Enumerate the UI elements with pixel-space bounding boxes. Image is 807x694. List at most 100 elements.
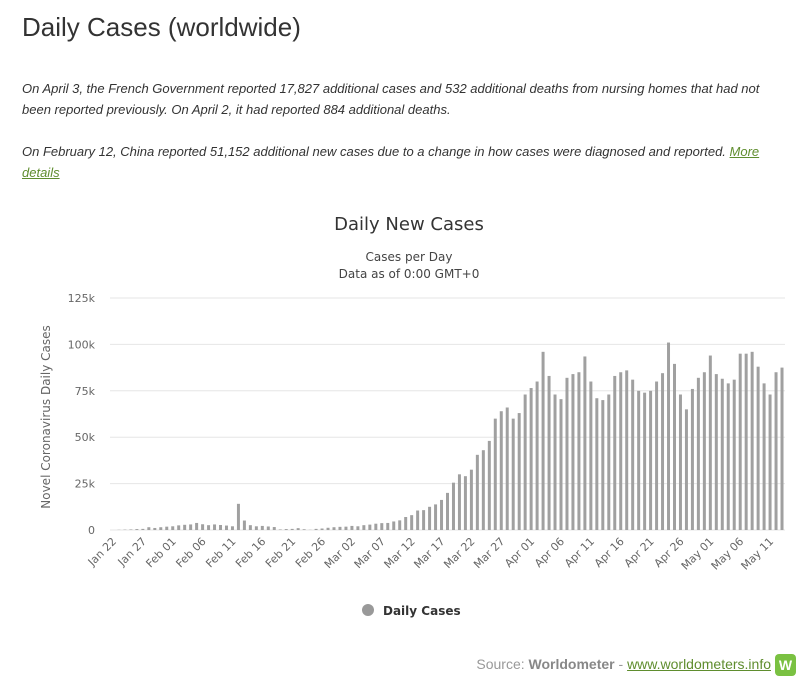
bar[interactable] (529, 388, 533, 530)
bar[interactable] (254, 526, 258, 530)
bar[interactable] (320, 528, 324, 530)
bar[interactable] (195, 522, 199, 530)
bar[interactable] (583, 356, 587, 530)
bar[interactable] (147, 527, 151, 530)
bar[interactable] (332, 527, 336, 530)
bar[interactable] (720, 378, 724, 530)
bar[interactable] (505, 407, 509, 531)
bar[interactable] (756, 366, 760, 530)
bar[interactable] (744, 353, 748, 530)
bar[interactable] (702, 372, 706, 530)
bar[interactable] (129, 529, 133, 530)
bar[interactable] (374, 523, 378, 530)
bar[interactable] (159, 527, 163, 530)
bar[interactable] (242, 520, 246, 530)
bar[interactable] (284, 529, 288, 530)
bar[interactable] (601, 400, 605, 530)
bar[interactable] (434, 504, 438, 530)
bar[interactable] (368, 524, 372, 530)
bar[interactable] (248, 525, 252, 530)
bar[interactable] (762, 383, 766, 530)
bar[interactable] (410, 515, 414, 530)
legend[interactable]: Daily Cases (362, 604, 461, 618)
bar[interactable] (326, 527, 330, 530)
bar[interactable] (266, 526, 270, 530)
bar[interactable] (684, 409, 688, 530)
bar[interactable] (726, 383, 730, 530)
bar[interactable] (356, 526, 360, 530)
bar[interactable] (619, 372, 623, 530)
bar[interactable] (487, 440, 491, 530)
bar[interactable] (732, 379, 736, 530)
bar[interactable] (207, 525, 211, 530)
bar[interactable] (177, 525, 181, 530)
bar[interactable] (296, 528, 300, 530)
more-details-link[interactable]: More details (22, 144, 760, 180)
bar[interactable] (595, 398, 599, 530)
bar[interactable] (362, 525, 366, 530)
bar[interactable] (517, 413, 521, 530)
worldometer-logo[interactable]: W (775, 654, 796, 676)
bar[interactable] (541, 351, 545, 530)
bar[interactable] (171, 526, 175, 530)
bar[interactable] (392, 521, 396, 530)
bar[interactable] (780, 367, 784, 530)
bar[interactable] (637, 390, 641, 530)
bar[interactable] (607, 394, 611, 530)
bar[interactable] (398, 520, 402, 530)
source-link[interactable]: www.worldometers.info (627, 656, 771, 672)
bar[interactable] (463, 476, 467, 530)
bar[interactable] (589, 381, 593, 530)
bar[interactable] (661, 373, 665, 530)
bar[interactable] (290, 528, 294, 530)
bar[interactable] (165, 526, 169, 530)
bar[interactable] (714, 374, 718, 530)
bar[interactable] (523, 394, 527, 530)
bar[interactable] (457, 474, 461, 530)
bar[interactable] (738, 353, 742, 530)
bar[interactable] (577, 372, 581, 530)
bar[interactable] (428, 506, 432, 530)
bar[interactable] (553, 394, 557, 530)
bar[interactable] (135, 529, 139, 530)
bar[interactable] (201, 524, 205, 530)
bar[interactable] (547, 375, 551, 530)
bar[interactable] (571, 374, 575, 530)
bar[interactable] (667, 342, 671, 530)
bar[interactable] (350, 525, 354, 530)
bar[interactable] (451, 482, 455, 530)
bar[interactable] (499, 411, 503, 530)
bar[interactable] (613, 375, 617, 530)
bar[interactable] (493, 418, 497, 530)
bar[interactable] (213, 524, 217, 530)
bar[interactable] (404, 517, 408, 530)
bar[interactable] (696, 377, 700, 530)
bar[interactable] (678, 394, 682, 530)
bar[interactable] (153, 527, 157, 530)
bar[interactable] (302, 529, 306, 530)
bar[interactable] (272, 527, 276, 530)
bar[interactable] (631, 379, 635, 530)
bar[interactable] (475, 454, 479, 530)
bar[interactable] (230, 526, 234, 530)
bar[interactable] (422, 510, 426, 530)
bar[interactable] (690, 388, 694, 530)
bar[interactable] (278, 529, 282, 530)
bar[interactable] (469, 469, 473, 530)
bar[interactable] (655, 381, 659, 530)
bar[interactable] (649, 390, 653, 530)
bar[interactable] (565, 377, 569, 530)
bar[interactable] (750, 351, 754, 530)
bar[interactable] (446, 492, 449, 530)
bar[interactable] (344, 526, 348, 530)
bar[interactable] (236, 503, 240, 530)
bar[interactable] (643, 392, 647, 530)
bar[interactable] (511, 418, 515, 530)
bar[interactable] (673, 363, 676, 530)
bar[interactable] (141, 528, 145, 530)
bar[interactable] (260, 525, 264, 530)
bar[interactable] (219, 524, 223, 530)
bar[interactable] (625, 370, 629, 530)
bar[interactable] (416, 510, 420, 530)
bar[interactable] (440, 499, 444, 530)
